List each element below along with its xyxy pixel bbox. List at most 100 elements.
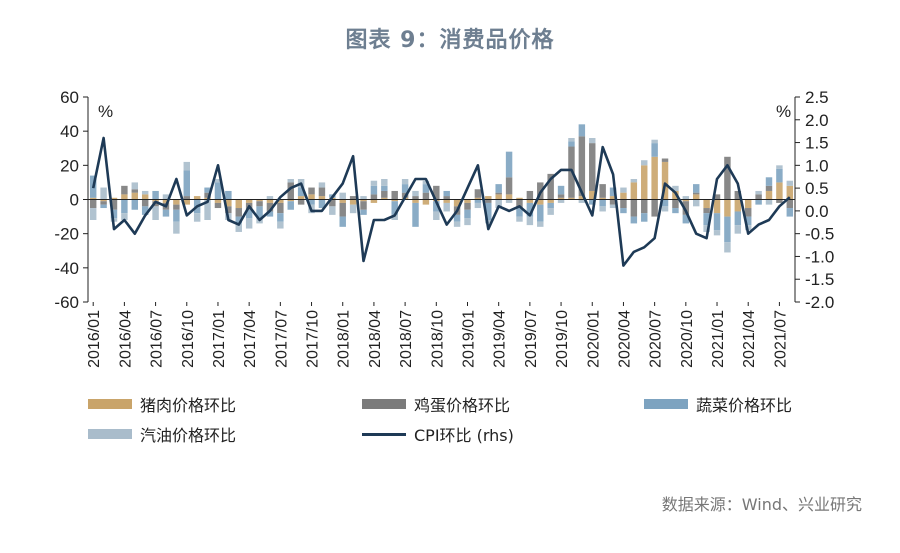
left-tick-label-0: 60 — [60, 88, 79, 107]
bar-egg-0 — [89, 199, 97, 209]
bar-gas-57 — [682, 196, 690, 200]
left-tick-label-1: 40 — [60, 122, 79, 141]
bar-gas-39 — [495, 199, 502, 209]
bar-egg-42 — [526, 190, 534, 200]
bar-veg-12 — [214, 182, 222, 200]
bar-gas-50 — [609, 204, 617, 209]
bar-veg-14 — [235, 216, 242, 224]
bar-egg-14 — [235, 208, 242, 217]
bar-egg-27 — [370, 194, 378, 200]
bar-gas-33 — [433, 211, 440, 220]
bar-egg-65 — [765, 185, 773, 191]
bar-gas-60 — [713, 230, 721, 236]
bar-pork-38 — [485, 196, 492, 200]
bar-pork-55 — [661, 161, 669, 200]
bar-veg-62 — [734, 211, 742, 226]
bar-pork-46 — [568, 197, 575, 200]
bar-veg-63 — [744, 216, 752, 226]
bar-pork-0 — [89, 197, 97, 200]
bar-gas-67 — [786, 180, 794, 186]
bar-pork-58 — [693, 194, 700, 200]
bar-veg-35 — [453, 214, 461, 222]
bar-gas-24 — [339, 192, 346, 200]
x-tick-label-9: 2018/04 — [367, 310, 384, 368]
x-tick-label-17: 2020/04 — [616, 310, 633, 368]
legend-veg: 蔬菜价格环比 — [644, 392, 792, 416]
legend-gas-swatch — [88, 429, 132, 439]
bar-veg-7 — [162, 209, 170, 217]
bar-pork-44 — [547, 199, 554, 203]
bar-egg-33 — [433, 185, 440, 200]
bar-egg-38 — [485, 199, 492, 203]
bar-gas-52 — [630, 179, 638, 183]
bar-veg-57 — [682, 214, 690, 224]
bar-gas-6 — [152, 206, 159, 220]
right-unit-label: % — [776, 102, 792, 121]
left-tick-label-6: -60 — [54, 293, 79, 312]
bar-egg-64 — [755, 194, 762, 200]
bar-veg-17 — [266, 211, 274, 217]
bar-pork-34 — [443, 199, 450, 203]
bar-gas-65 — [765, 199, 773, 205]
bar-veg-13 — [225, 190, 232, 200]
bar-veg-22 — [318, 199, 326, 209]
bar-gas-49 — [599, 206, 606, 212]
bar-pork-26 — [360, 199, 367, 202]
bar-pork-60 — [713, 199, 721, 214]
bar-veg-18 — [277, 213, 284, 222]
x-tick-label-6: 2017/07 — [273, 310, 290, 368]
bar-veg-42 — [526, 202, 534, 217]
bar-egg-57 — [682, 201, 690, 215]
bar-gas-59 — [703, 225, 710, 232]
x-tick-label-3: 2016/10 — [180, 310, 197, 368]
bar-veg-49 — [599, 199, 606, 207]
bar-egg-62 — [734, 190, 742, 200]
bar-gas-31 — [412, 190, 419, 197]
bar-gas-41 — [516, 216, 523, 222]
bar-pork-20 — [297, 196, 305, 200]
bar-pork-51 — [620, 192, 627, 200]
right-tick-label-7: -1.0 — [805, 247, 834, 266]
bar-gas-40 — [505, 199, 513, 203]
bar-veg-8 — [173, 209, 180, 222]
bar-gas-32 — [422, 180, 430, 185]
legend-veg-swatch — [644, 399, 688, 409]
bar-veg-66 — [776, 168, 783, 183]
bar-gas-30 — [401, 179, 409, 185]
bar-gas-29 — [391, 214, 398, 220]
bar-egg-22 — [318, 187, 326, 197]
x-tick-label-7: 2017/10 — [305, 310, 322, 368]
bar-pork-67 — [786, 185, 794, 200]
bar-pork-29 — [391, 199, 398, 202]
bar-gas-62 — [734, 225, 742, 234]
bar-pork-43 — [537, 199, 544, 205]
bar-pork-18 — [277, 199, 284, 203]
legend-pork: 猪肉价格环比 — [88, 392, 236, 416]
bar-pork-5 — [141, 194, 149, 200]
bar-pork-2 — [110, 197, 118, 200]
x-tick-label-19: 2020/10 — [679, 310, 696, 368]
bar-veg-38 — [485, 202, 492, 220]
bar-pork-41 — [516, 197, 523, 200]
bar-gas-34 — [443, 202, 450, 212]
right-tick-label-1: 2.0 — [805, 111, 829, 130]
bar-pork-45 — [557, 197, 565, 200]
bar-veg-20 — [297, 187, 305, 197]
bar-pork-17 — [266, 199, 274, 203]
bar-veg-44 — [547, 202, 554, 209]
bar-egg-41 — [516, 199, 523, 209]
bar-egg-3 — [121, 185, 128, 195]
bar-pork-47 — [578, 196, 586, 200]
x-tick-label-12: 2019/01 — [460, 310, 477, 368]
bar-gas-26 — [360, 196, 367, 200]
bar-gas-9 — [183, 161, 190, 171]
bar-egg-48 — [589, 143, 596, 191]
bar-veg-50 — [609, 187, 617, 197]
bar-gas-7 — [162, 194, 170, 200]
x-tick-label-20: 2021/01 — [710, 310, 727, 368]
bar-pork-63 — [744, 199, 752, 209]
x-tick-label-21: 2021/04 — [741, 310, 758, 368]
legend-gas: 汽油价格环比 — [88, 422, 236, 446]
bar-veg-15 — [245, 209, 253, 219]
